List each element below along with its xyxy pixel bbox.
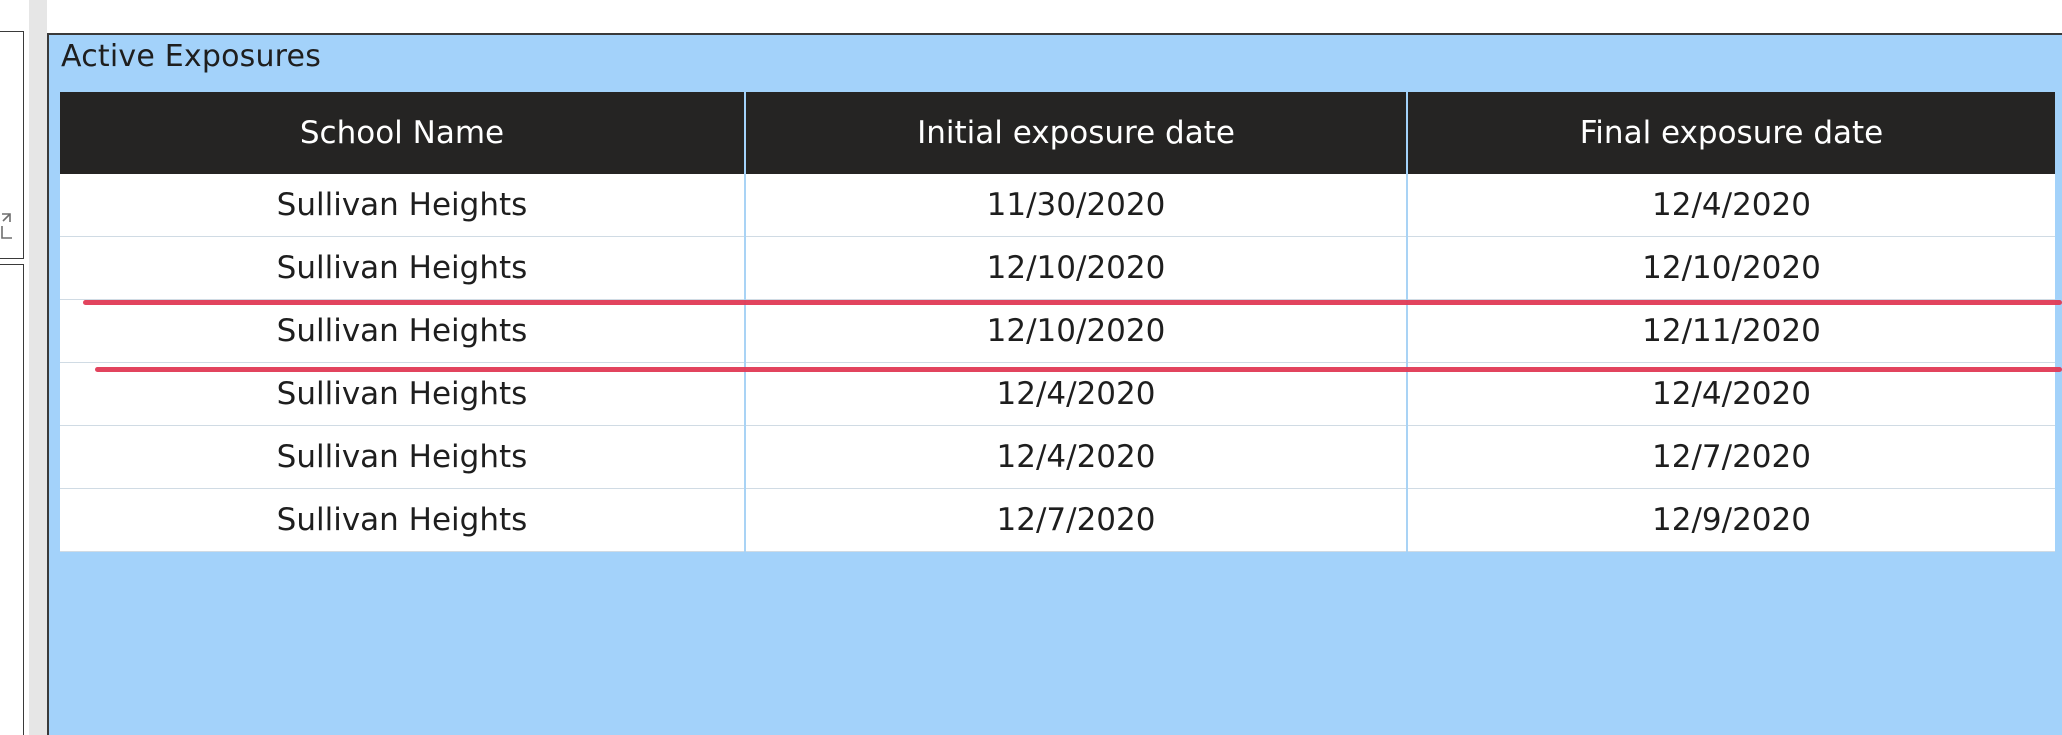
cell-final-date: 12/9/2020: [1407, 488, 2055, 552]
cell-final-date: 12/10/2020: [1407, 236, 2055, 300]
cell-initial-date: 11/30/2020: [745, 174, 1408, 237]
cell-final-date: 12/4/2020: [1407, 174, 2055, 237]
cell-initial-date: 12/4/2020: [745, 425, 1408, 489]
column-header-final-exposure-date[interactable]: Final exposure date: [1407, 92, 2055, 174]
cell-school-name: Sullivan Heights: [60, 236, 746, 300]
column-header-initial-exposure-date[interactable]: Initial exposure date: [745, 92, 1408, 174]
canvas-gutter: [29, 0, 47, 735]
cell-initial-date: 12/10/2020: [745, 299, 1408, 363]
cell-final-date: 12/7/2020: [1407, 425, 2055, 489]
column-header-school-name[interactable]: School Name: [60, 92, 746, 174]
cell-final-date: 12/4/2020: [1407, 362, 2055, 426]
cell-initial-date: 12/10/2020: [745, 236, 1408, 300]
highlight-line-top: [83, 300, 2062, 305]
highlight-line-bottom: [95, 367, 2062, 372]
visual-title: Active Exposures: [61, 39, 322, 74]
adjacent-visual-bottom[interactable]: [0, 264, 24, 735]
cell-school-name: Sullivan Heights: [60, 174, 746, 237]
cell-initial-date: 12/7/2020: [745, 488, 1408, 552]
exposures-table[interactable]: School Name Initial exposure date Final …: [60, 92, 2055, 552]
table-header-row: School Name Initial exposure date Final …: [60, 92, 2055, 174]
table-row[interactable]: Sullivan Heights 11/30/2020 12/4/2020: [60, 174, 2055, 237]
cell-school-name: Sullivan Heights: [60, 362, 746, 426]
cell-final-date: 12/11/2020: [1407, 299, 2055, 363]
table-row[interactable]: Sullivan Heights 12/4/2020 12/4/2020: [60, 362, 2055, 426]
focus-mode-icon[interactable]: [0, 212, 14, 240]
table-row[interactable]: Sullivan Heights 12/7/2020 12/9/2020: [60, 488, 2055, 552]
table-row[interactable]: Sullivan Heights 12/4/2020 12/7/2020: [60, 425, 2055, 489]
cell-school-name: Sullivan Heights: [60, 425, 746, 489]
table-row[interactable]: Sullivan Heights 12/10/2020 12/10/2020: [60, 236, 2055, 300]
cell-initial-date: 12/4/2020: [745, 362, 1408, 426]
table-row[interactable]: Sullivan Heights 12/10/2020 12/11/2020: [60, 299, 2055, 363]
active-exposures-visual[interactable]: Active Exposures School Name Initial exp…: [47, 33, 2062, 735]
cell-school-name: Sullivan Heights: [60, 488, 746, 552]
cell-school-name: Sullivan Heights: [60, 299, 746, 363]
